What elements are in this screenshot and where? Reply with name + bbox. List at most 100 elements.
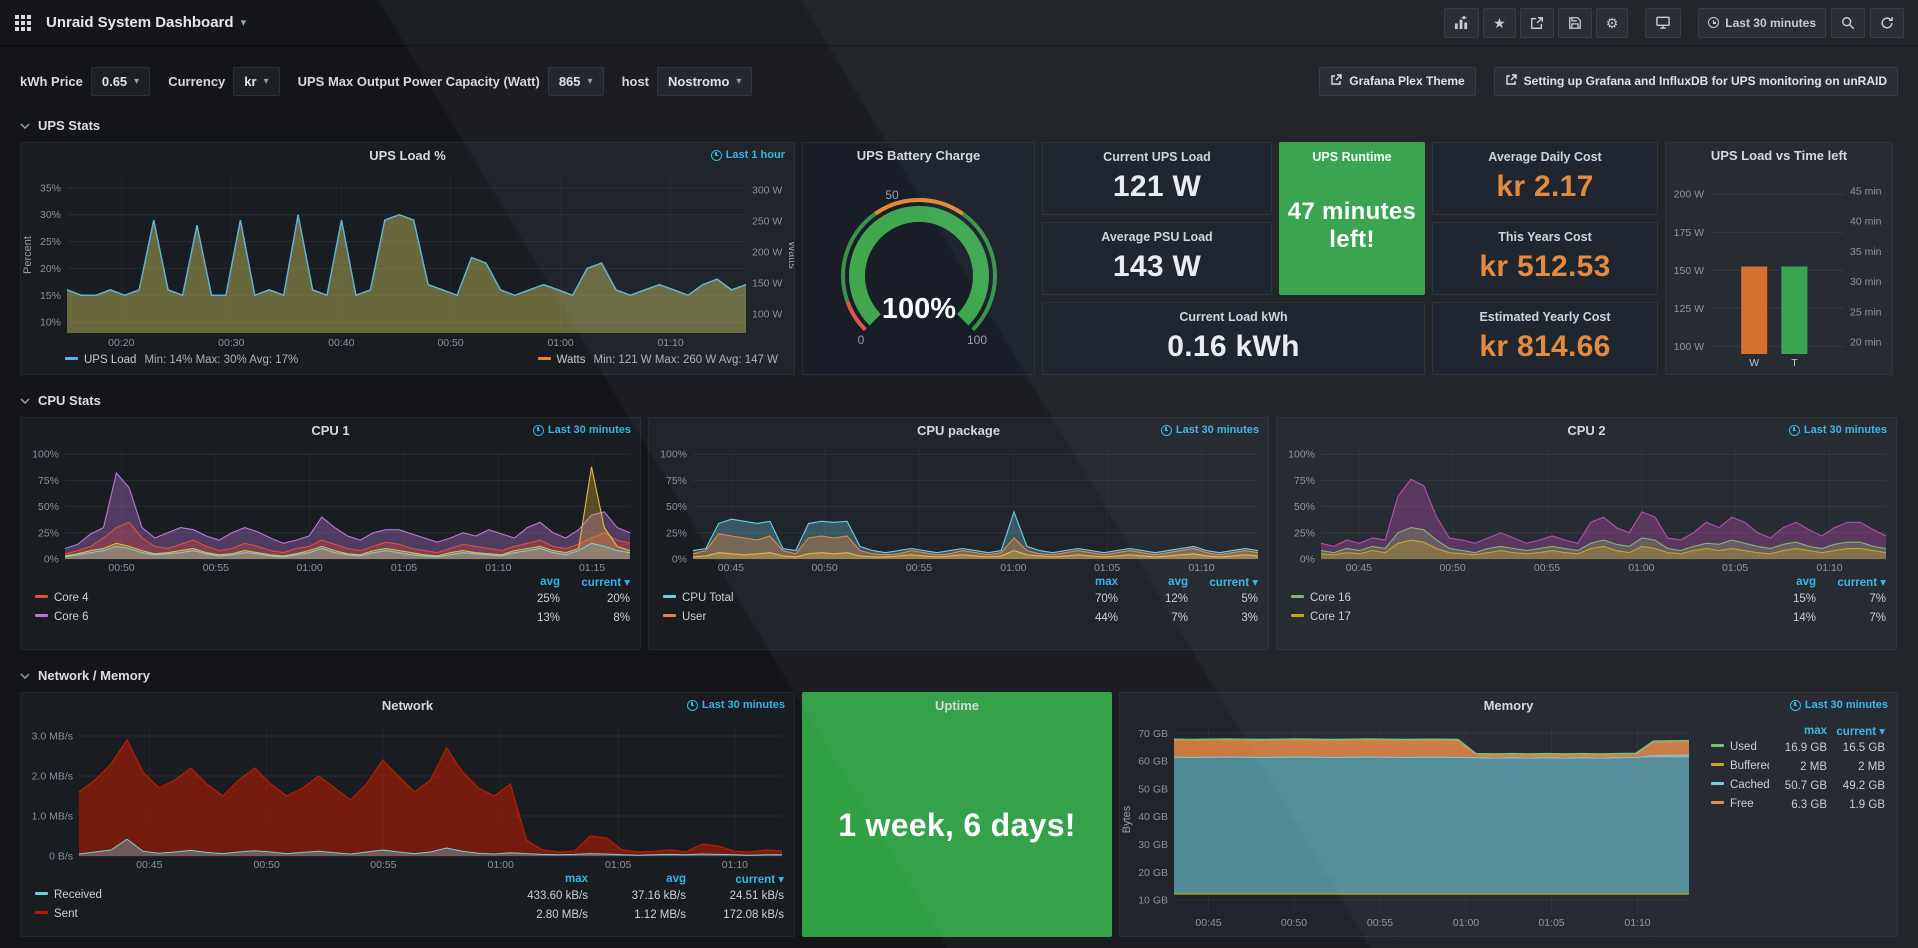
legend-series[interactable]: Core 16: [1291, 589, 1746, 608]
legend-column-header[interactable]: max: [1803, 725, 1827, 737]
legend-series[interactable]: Sent: [35, 905, 490, 924]
legend-column-header[interactable]: avg: [1796, 576, 1816, 588]
legend-series[interactable]: CPU Total: [663, 589, 1048, 608]
legend-series[interactable]: Cached: [1711, 776, 1769, 795]
legend-column-header[interactable]: current ▾: [735, 874, 784, 886]
legend-series[interactable]: Core 17: [1291, 608, 1746, 627]
y-axis-tick: 200 W: [1674, 189, 1704, 201]
legend-value: 49.2 GB: [1842, 779, 1885, 792]
legend-series[interactable]: Watts Min: 121 W Max: 260 W Avg: 147 W: [537, 354, 778, 366]
chevron-down-icon: [20, 397, 30, 404]
panel-title[interactable]: UPS Load %: [369, 148, 446, 163]
clock-icon: [710, 149, 722, 161]
variable-dropdown[interactable]: kr ▾: [233, 66, 280, 96]
dashboard-title[interactable]: Unraid System Dashboard ▾: [46, 14, 247, 31]
y-axis-tick: 100 W: [752, 308, 782, 320]
legend-column-header[interactable]: current ▾: [1837, 577, 1886, 589]
link-grafana-influxdb-guide[interactable]: Setting up Grafana and InfluxDB for UPS …: [1493, 66, 1898, 96]
settings-button[interactable]: ⚙: [1595, 7, 1629, 38]
add-panel-button[interactable]: [1444, 7, 1480, 38]
panel-title[interactable]: Uptime: [934, 698, 980, 713]
y-axis-tick: 0%: [1300, 554, 1315, 566]
panel-title[interactable]: Average Daily Cost: [1488, 150, 1602, 164]
panel-uptime: Uptime 1 week, 6 days!: [802, 692, 1112, 937]
save-icon: [1568, 16, 1582, 30]
stat-value: 47 minutes left!: [1287, 198, 1417, 253]
cpu2-chart: 100% 75% 50% 25% 0% 00:45 00:50 00:55 01:00 01:05…: [1277, 444, 1896, 574]
x-axis-tick: 00:55: [370, 859, 396, 871]
panel-title[interactable]: UPS Load vs Time left: [1710, 148, 1848, 163]
y-axis-tick: 10%: [40, 317, 61, 329]
y-axis-tick: 100%: [1288, 449, 1315, 461]
panel-title[interactable]: This Years Cost: [1498, 230, 1592, 244]
legend-series[interactable]: Core 4: [35, 589, 490, 608]
x-axis-tick: 00:55: [203, 562, 229, 574]
legend-column-header[interactable]: current ▾: [1209, 577, 1258, 589]
legend-column-header[interactable]: avg: [666, 873, 686, 885]
legend-column-header[interactable]: current ▾: [581, 577, 630, 589]
y-axis-tick: 3.0 MB/s: [32, 731, 73, 743]
time-range-badge[interactable]: Last 1 hour: [710, 149, 785, 161]
bar: [1741, 266, 1768, 354]
legend-column-header[interactable]: max: [1094, 576, 1118, 588]
refresh-button[interactable]: [1870, 7, 1904, 38]
share-button[interactable]: [1519, 7, 1554, 38]
time-range-badge[interactable]: Last 30 minutes: [686, 699, 785, 711]
legend-column-header[interactable]: avg: [1168, 576, 1188, 588]
monitor-icon: [1655, 15, 1671, 30]
panel-title[interactable]: CPU 2: [1567, 423, 1606, 438]
legend-series[interactable]: Buffered: [1711, 757, 1769, 776]
x-axis-tick: 00:40: [328, 337, 354, 349]
legend-value: 12%: [1164, 592, 1188, 605]
panel-title[interactable]: Current Load kWh: [1179, 310, 1288, 324]
link-grafana-plex-theme[interactable]: Grafana Plex Theme: [1319, 66, 1476, 96]
legend-column-header[interactable]: avg: [540, 576, 560, 588]
x-axis-tick: 01:10: [1188, 562, 1214, 574]
legend-value: 2 MB: [1858, 760, 1885, 773]
memory-legend: max current ▾ Used 16.9 GB 16.5 GB Buffered 2 …: [1697, 719, 1895, 929]
time-range-picker[interactable]: Last 30 minutes: [1698, 7, 1826, 38]
y-axis-tick: 40 GB: [1138, 811, 1168, 823]
tv-mode-button[interactable]: [1645, 7, 1682, 38]
section-network-memory[interactable]: Network / Memory: [20, 668, 1898, 683]
save-button[interactable]: [1557, 7, 1592, 38]
variable-dropdown[interactable]: Nostromo ▾: [657, 66, 753, 96]
variable-dropdown[interactable]: 865 ▾: [547, 66, 604, 96]
panel-title[interactable]: Network: [381, 698, 434, 713]
panel-title[interactable]: Memory: [1483, 698, 1534, 713]
variable-dropdown[interactable]: 0.65 ▾: [90, 66, 151, 96]
legend-series[interactable]: Core 6: [35, 608, 490, 627]
panel-title[interactable]: CPU 1: [311, 423, 350, 438]
panel-title[interactable]: Current UPS Load: [1103, 150, 1211, 164]
legend-series[interactable]: Received: [35, 886, 490, 905]
legend-column-header[interactable]: max: [564, 873, 588, 885]
gauge-threshold-label: 50: [885, 188, 899, 202]
section-cpu-stats[interactable]: CPU Stats: [20, 393, 1898, 408]
variable-label: UPS Max Output Power Capacity (Watt): [297, 73, 540, 89]
legend-series[interactable]: Free: [1711, 795, 1769, 814]
panel-title[interactable]: UPS Battery Charge: [856, 148, 981, 163]
time-range-badge[interactable]: Last 30 minutes: [532, 424, 631, 436]
gauge-value: 100%: [881, 293, 955, 325]
panel-title[interactable]: Average PSU Load: [1101, 230, 1213, 244]
legend-series[interactable]: UPS Load Min: 14% Max: 30% Avg: 17%: [65, 354, 298, 366]
grafana-menu-icon[interactable]: [14, 14, 32, 32]
legend-column-header[interactable]: current ▾: [1836, 726, 1885, 738]
panel-title[interactable]: Estimated Yearly Cost: [1479, 310, 1611, 324]
time-range-badge[interactable]: Last 30 minutes: [1160, 424, 1259, 436]
section-ups-stats[interactable]: UPS Stats: [20, 118, 1898, 133]
legend-series[interactable]: Used: [1711, 738, 1769, 757]
panel-title[interactable]: UPS Runtime: [1312, 150, 1392, 164]
time-range-badge[interactable]: Last 30 minutes: [1789, 699, 1888, 711]
legend-value: 1.12 MB/s: [634, 908, 686, 921]
zoom-out-button[interactable]: [1831, 7, 1865, 38]
y-axis-tick: 15%: [40, 290, 61, 302]
panel-title[interactable]: CPU package: [916, 423, 1001, 438]
x-axis-tick: 00:50: [254, 859, 280, 871]
time-range-badge[interactable]: Last 30 minutes: [1788, 424, 1887, 436]
variable-label: kWh Price: [20, 73, 83, 89]
star-button[interactable]: ★: [1483, 7, 1516, 38]
y-axis-tick: 10 GB: [1138, 895, 1168, 907]
legend-value: 13%: [536, 611, 560, 624]
legend-series[interactable]: User: [663, 608, 1048, 627]
